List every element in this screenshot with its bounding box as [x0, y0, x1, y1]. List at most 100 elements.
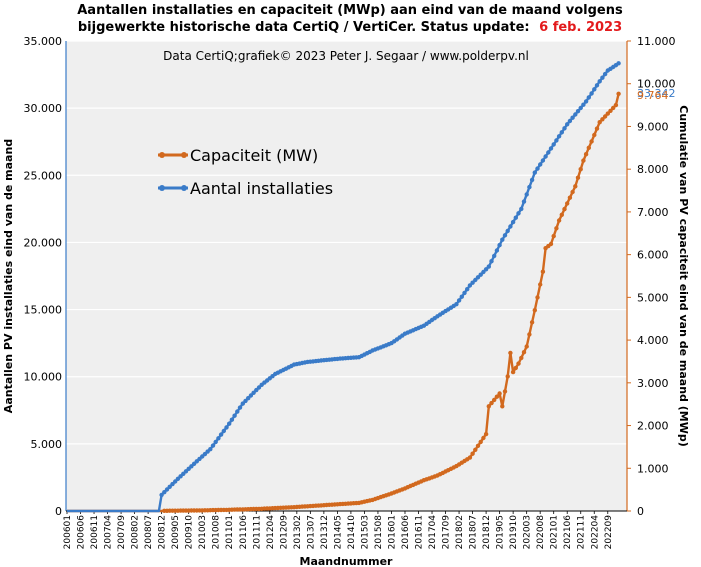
data-point-aantal-installaties [570, 115, 575, 120]
data-point-capaciteit-mw [538, 282, 543, 287]
data-point-capaciteit-mw [611, 105, 616, 111]
data-point-capaciteit-mw [605, 111, 610, 116]
x-tick-label: 201405 [333, 515, 343, 549]
gridlines [66, 40, 627, 445]
x-tick-label: 200704 [104, 515, 114, 550]
data-point-capaciteit-mw [570, 189, 575, 195]
left-tick-label: 30.000 [24, 102, 63, 115]
x-tick-label: 201503 [360, 515, 370, 549]
data-point-aantal-installaties [508, 224, 513, 229]
data-point-aantal-installaties [218, 432, 224, 437]
data-point-aantal-installaties [597, 79, 602, 84]
left-tick-label: 5.000 [31, 438, 63, 451]
data-point-aantal-installaties [546, 150, 551, 155]
x-tick-label: 201106 [239, 515, 249, 550]
data-point-capaciteit-mw [597, 120, 602, 125]
data-point-capaciteit-mw [521, 350, 527, 355]
data-point-aantal-installaties [497, 242, 502, 248]
data-point-aantal-installaties [502, 233, 508, 238]
data-point-capaciteit-mw [497, 391, 502, 396]
data-point-aantal-installaties [524, 192, 529, 197]
right-tick-label: 9.000 [637, 120, 669, 133]
data-point-aantal-installaties [519, 206, 524, 212]
data-point-aantal-installaties [589, 91, 594, 96]
data-point-aantal-installaties [164, 487, 170, 492]
data-point-aantal-installaties [473, 277, 478, 283]
data-point-aantal-installaties [243, 398, 248, 404]
right-tick-label: 0 [637, 505, 644, 518]
x-tick-label: 201101 [225, 515, 235, 549]
data-point-aantal-installaties [483, 267, 489, 272]
data-point-aantal-installaties [543, 154, 548, 159]
right-tick-label: 4.000 [637, 334, 669, 347]
data-point-capaciteit-mw [600, 117, 605, 122]
right-tick-label: 5.000 [637, 291, 669, 304]
data-point-capaciteit-mw [592, 132, 597, 138]
data-point-capaciteit-mw [513, 365, 518, 371]
left-axis-title: Aantallen PV installaties eind van de ma… [2, 139, 15, 413]
left-tick-label: 25.000 [24, 169, 63, 182]
data-point-capaciteit-mw [578, 167, 583, 172]
data-credit: Data CertiQ;grafiek© 2023 Peter J. Segaa… [163, 49, 529, 63]
data-point-capaciteit-mw [586, 145, 591, 150]
x-tick-label: 201704 [428, 515, 438, 550]
data-point-aantal-installaties [548, 146, 554, 151]
data-point-aantal-installaties [529, 177, 535, 183]
data-point-aantal-installaties [246, 396, 251, 401]
legend-installaties-label: Aantal installaties [190, 179, 333, 198]
left-tick-label: 10.000 [24, 371, 63, 384]
x-tick-label: 202106 [563, 515, 573, 550]
chart-title-line2: bijgewerkte historische data CertiQ / Ve… [78, 20, 622, 35]
data-point-aantal-installaties [465, 287, 470, 292]
left-tick-label: 15.000 [24, 304, 63, 317]
x-tick-label: 201611 [415, 515, 425, 549]
data-point-aantal-installaties [159, 492, 164, 498]
right-tick-label: 3.000 [637, 377, 669, 390]
data-point-capaciteit-mw [535, 295, 540, 300]
x-tick-label: 201204 [266, 515, 276, 550]
data-point-aantal-installaties [573, 112, 578, 117]
plot-area [66, 41, 627, 511]
data-point-aantal-installaties [251, 390, 256, 395]
data-point-capaciteit-mw [505, 374, 510, 379]
data-point-aantal-installaties [456, 298, 462, 303]
data-point-aantal-installaties [535, 166, 540, 171]
data-point-capaciteit-mw [616, 91, 621, 97]
data-point-capaciteit-mw [608, 108, 613, 114]
x-tick-label: 201003 [198, 515, 208, 549]
data-point-capaciteit-mw [502, 389, 508, 394]
data-point-aantal-installaties [454, 302, 459, 307]
x-tick-label: 200905 [171, 515, 181, 549]
data-point-capaciteit-mw [508, 350, 513, 356]
x-tick-label: 200606 [77, 515, 87, 550]
data-point-aantal-installaties [229, 417, 235, 422]
data-point-capaciteit-mw [556, 218, 562, 223]
data-point-aantal-installaties [510, 219, 516, 225]
data-point-aantal-installaties [581, 102, 586, 107]
x-tick-label: 201508 [374, 515, 384, 550]
data-point-aantal-installaties [592, 87, 597, 92]
last-value-installaties: 33.342 [637, 87, 676, 100]
data-point-aantal-installaties [505, 228, 510, 234]
data-point-capaciteit-mw [494, 394, 500, 399]
legend: Capaciteit (MW) Aantal installaties [158, 146, 333, 198]
data-point-capaciteit-mw [554, 226, 559, 231]
data-point-aantal-installaties [173, 479, 178, 484]
data-point-capaciteit-mw [473, 447, 478, 452]
x-tick-label: 201807 [469, 515, 479, 549]
data-point-aantal-installaties [486, 264, 491, 269]
data-point-aantal-installaties [578, 105, 583, 111]
legend-installaties-marker [159, 185, 165, 191]
data-point-capaciteit-mw [581, 158, 586, 163]
data-point-aantal-installaties [216, 436, 221, 441]
data-point-capaciteit-mw [489, 400, 494, 406]
left-tick-label: 0 [55, 505, 62, 518]
x-tick-label: 201709 [442, 515, 452, 550]
x-tick-label: 202101 [550, 515, 560, 549]
data-point-aantal-installaties [616, 61, 621, 66]
data-point-capaciteit-mw [613, 102, 619, 108]
left-tick-labels: 0 5.000 10.000 15.000 20.000 25.000 30.000 35.0… [24, 35, 63, 518]
x-tick-label: 201307 [306, 515, 316, 549]
data-point-capaciteit-mw [540, 269, 546, 274]
